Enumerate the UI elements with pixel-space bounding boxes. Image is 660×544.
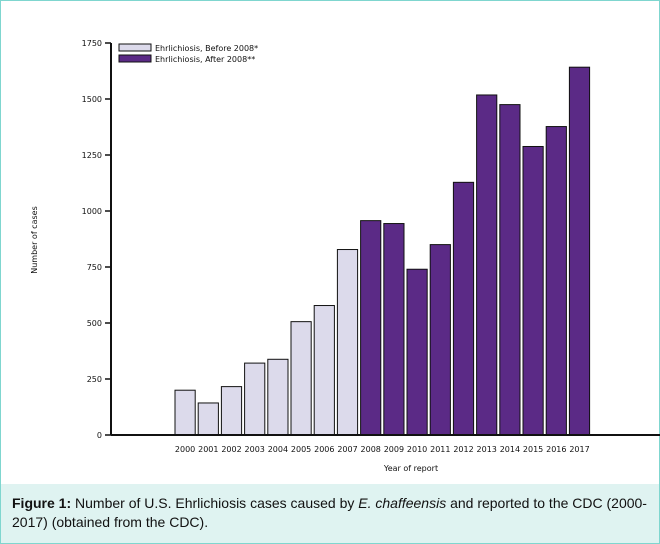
x-tick-label: 2008: [361, 445, 381, 454]
y-axis: 0 250 500 750 1000 1250 1500 1750: [82, 39, 112, 440]
caption-label: Figure 1:: [12, 495, 72, 511]
bar: [568, 66, 591, 436]
x-tick-label: 2010: [407, 445, 427, 454]
x-tick-label: 2014: [500, 445, 520, 454]
y-tick-label: 0: [97, 431, 102, 440]
x-tick-label: 2003: [245, 445, 265, 454]
y-axis-title: Number of cases: [30, 206, 39, 274]
bar: [174, 389, 196, 436]
bar: [267, 358, 289, 436]
bar-chart: Ehrlichiosis, Before 2008* Ehrlichiosis, …: [30, 39, 660, 473]
legend-swatch: [118, 54, 152, 63]
x-tick-label: 2002: [221, 445, 241, 454]
x-tick-label: 2009: [384, 445, 404, 454]
y-tick-label: 1500: [82, 95, 102, 104]
legend-label: Ehrlichiosis, After 2008**: [155, 55, 255, 64]
x-tick-label: 2011: [430, 445, 450, 454]
y-tick-label: 1750: [82, 39, 102, 48]
caption-species: E. chaffeensis: [358, 495, 447, 511]
bar: [383, 223, 405, 436]
x-axis: 2000 2001 2002 2003 2004 2005 2006 2007 2008 2009…: [111, 434, 660, 454]
caption-text-after: and reported to the CDC (2000-2017) (obt…: [12, 495, 647, 530]
bars-group: [174, 66, 591, 436]
y-tick-label: 1000: [82, 207, 102, 216]
figure-caption: Figure 1: Number of U.S. Ehrlichiosis ca…: [12, 494, 652, 532]
x-tick-label: 2012: [453, 445, 473, 454]
bar: [360, 220, 382, 436]
x-tick-label: 2005: [291, 445, 311, 454]
bar: [545, 126, 567, 436]
chart-legend: Ehrlichiosis, Before 2008* Ehrlichiosis, …: [118, 43, 258, 64]
y-tick-label: 750: [87, 263, 102, 272]
x-tick-label: 2015: [523, 445, 543, 454]
bar: [336, 249, 359, 436]
x-axis-title: Year of report: [383, 464, 438, 473]
y-tick-label: 250: [87, 375, 102, 384]
x-tick-label: 2006: [314, 445, 334, 454]
bar: [290, 321, 312, 436]
y-tick-label: 1250: [82, 151, 102, 160]
x-tick-label: 2016: [546, 445, 566, 454]
bar: [406, 268, 428, 436]
bar: [220, 386, 243, 436]
y-tick-label: 500: [87, 319, 102, 328]
bar: [429, 244, 451, 436]
bar: [244, 362, 266, 436]
x-tick-label: 2007: [337, 445, 357, 454]
bar: [499, 104, 521, 436]
caption-text-before: Number of U.S. Ehrlichiosis cases caused…: [71, 495, 359, 511]
bar: [476, 94, 498, 436]
bar: [522, 145, 544, 436]
bar: [313, 305, 335, 436]
legend-label: Ehrlichiosis, Before 2008*: [155, 44, 258, 53]
x-tick-label: 2001: [198, 445, 218, 454]
legend-swatch: [118, 43, 152, 52]
x-tick-label: 2000: [175, 445, 195, 454]
caption-box: [1, 484, 659, 543]
bar: [452, 181, 475, 436]
x-tick-label: 2017: [569, 445, 589, 454]
bar: [197, 402, 219, 436]
x-tick-label: 2004: [268, 445, 288, 454]
x-tick-label: 2013: [477, 445, 497, 454]
